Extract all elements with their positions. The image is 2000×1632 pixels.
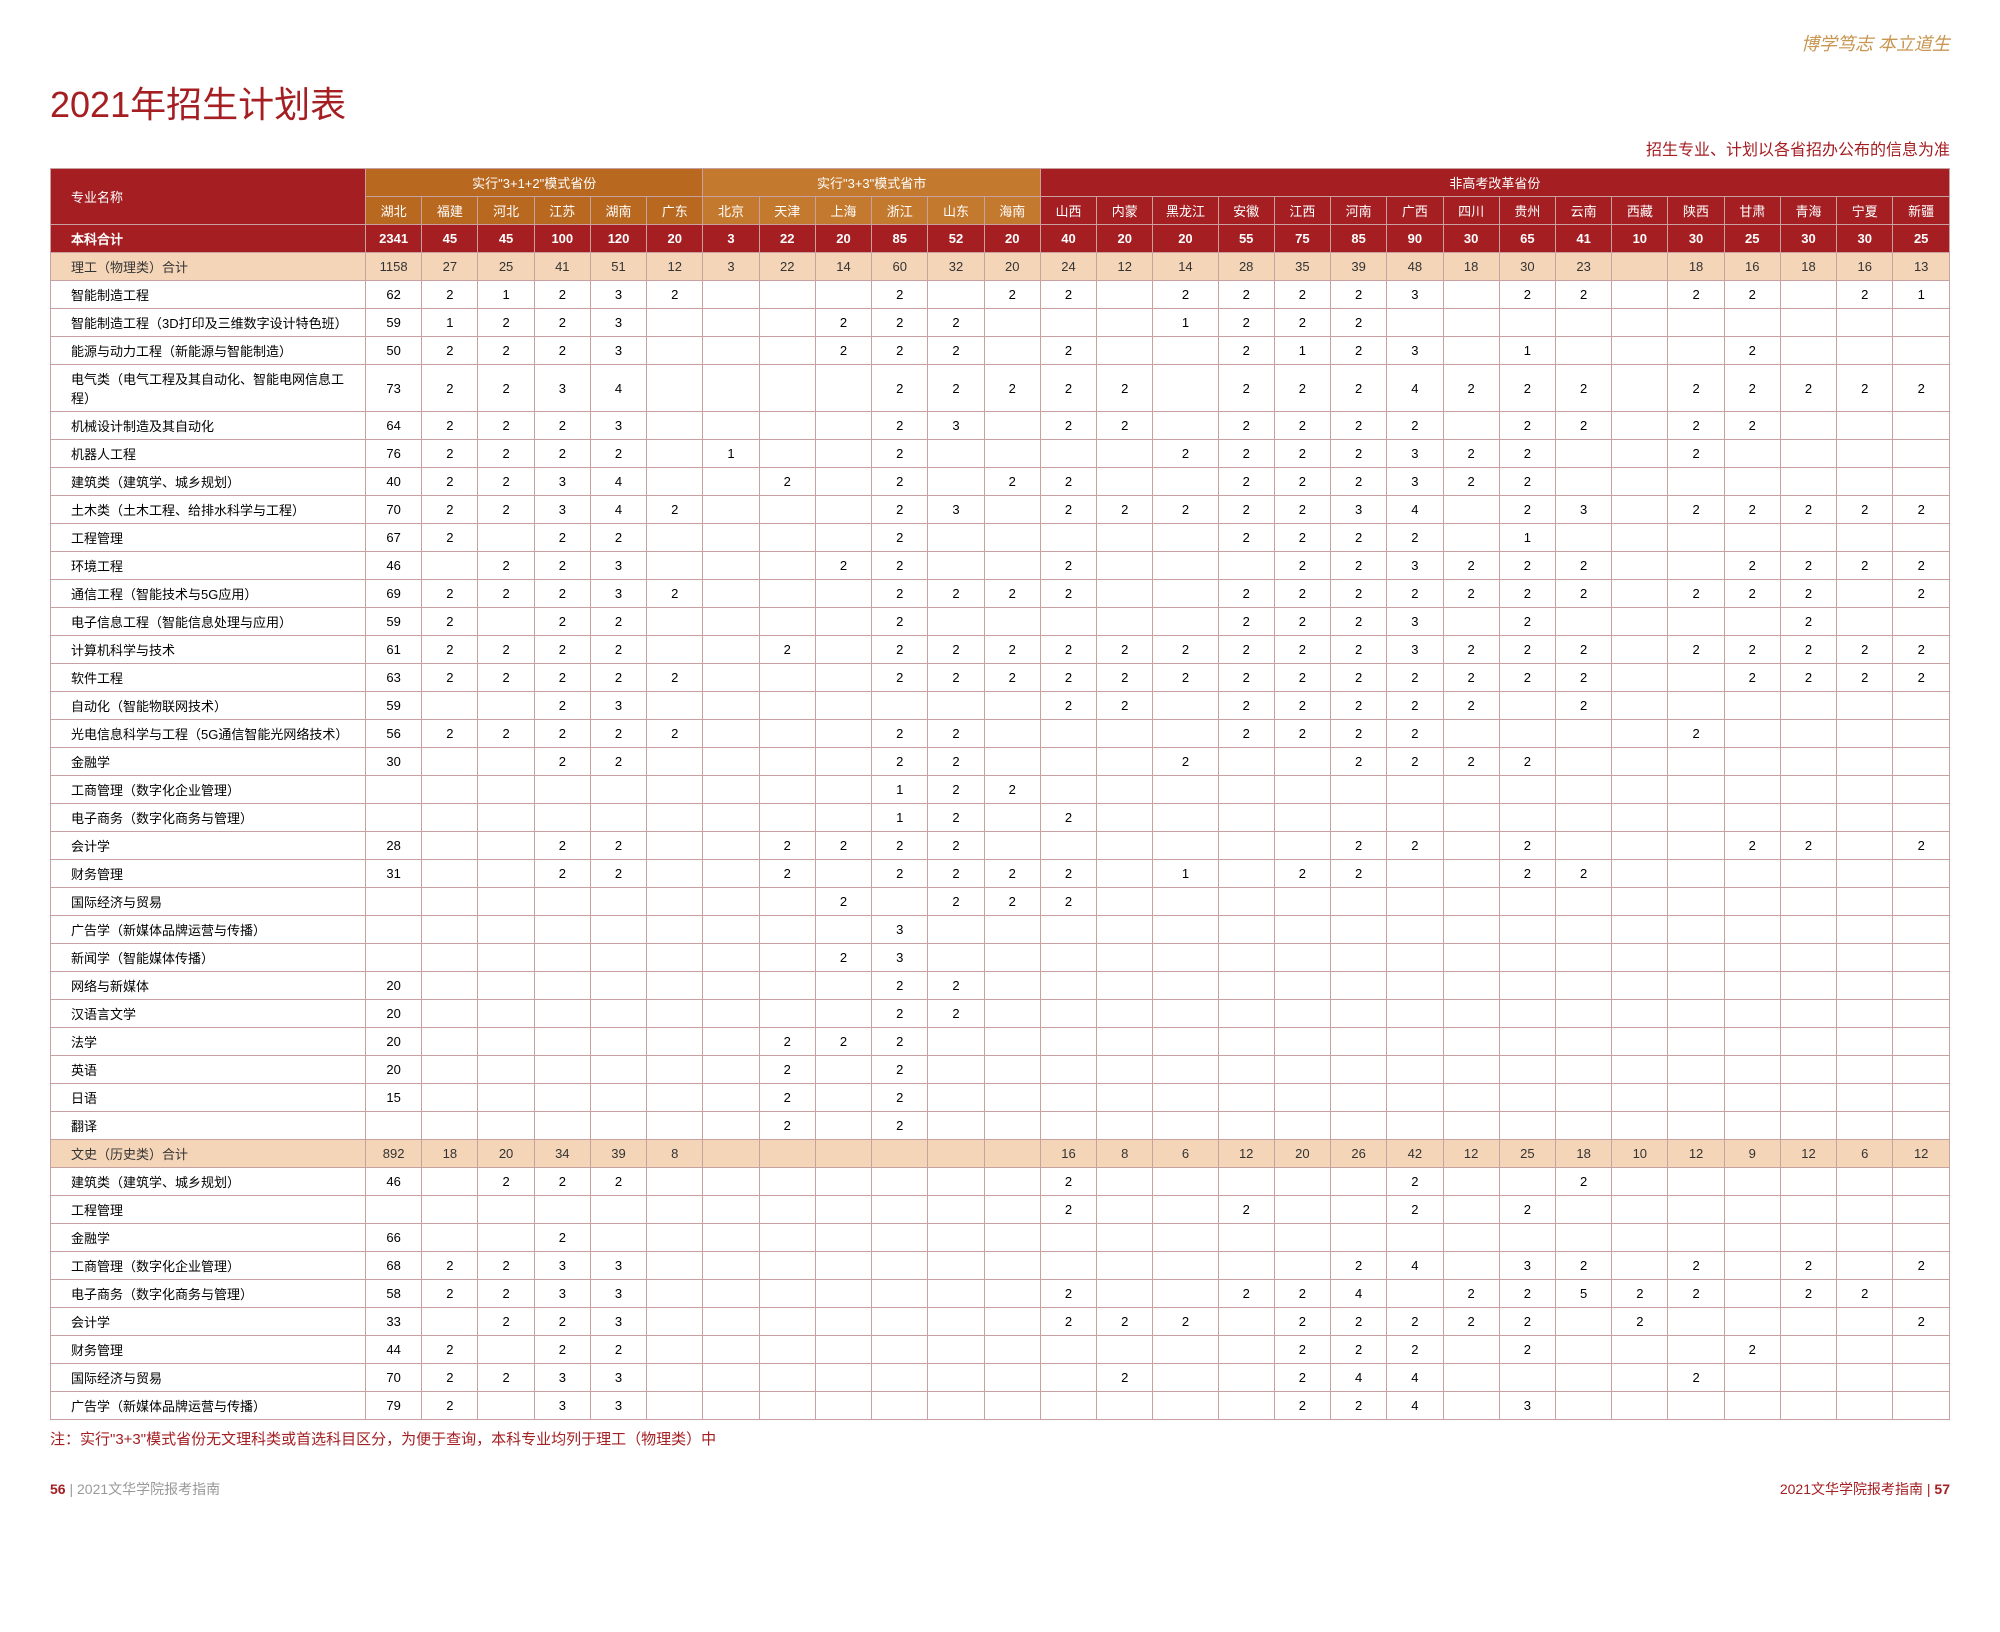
page-left: 56	[50, 1481, 66, 1497]
province-20: 贵州	[1499, 197, 1555, 225]
province-11: 海南	[984, 197, 1040, 225]
province-2: 河北	[478, 197, 534, 225]
lib-row-1: 工程管理2222	[51, 1196, 1950, 1224]
lib-row-8: 广告学（新媒体品牌运营与传播）792332243	[51, 1392, 1950, 1420]
province-7: 天津	[759, 197, 815, 225]
sci-row-2: 能源与动力工程（新能源与智能制造）5022232222212312	[51, 337, 1950, 365]
sci-row-10: 通信工程（智能技术与5G应用）6922232222222222222222	[51, 580, 1950, 608]
row-sci-total: 理工（物理类）合计1158272541511232214603220241214…	[51, 253, 1950, 281]
province-22: 西藏	[1612, 197, 1668, 225]
province-26: 宁夏	[1837, 197, 1893, 225]
province-8: 上海	[815, 197, 871, 225]
province-9: 浙江	[872, 197, 928, 225]
sci-row-24: 网络与新媒体2022	[51, 972, 1950, 1000]
province-15: 安徽	[1218, 197, 1274, 225]
sci-row-27: 英语2022	[51, 1056, 1950, 1084]
row-lib-total: 文史（历史类）合计8921820343981686122026421225181…	[51, 1140, 1950, 1168]
sci-row-0: 智能制造工程622123222222223222221	[51, 281, 1950, 309]
province-16: 江西	[1274, 197, 1330, 225]
lib-row-2: 金融学662	[51, 1224, 1950, 1252]
sci-row-16: 金融学30222222222	[51, 748, 1950, 776]
province-0: 湖北	[365, 197, 421, 225]
sci-row-9: 环境工程462232222232222222	[51, 552, 1950, 580]
sci-row-21: 国际经济与贸易2222	[51, 888, 1950, 916]
sci-row-6: 建筑类（建筑学、城乡规划）4022342222222322	[51, 468, 1950, 496]
province-14: 黑龙江	[1153, 197, 1218, 225]
province-6: 北京	[703, 197, 759, 225]
sci-row-22: 广告学（新媒体品牌运营与传播）3	[51, 916, 1950, 944]
hdr-33: 实行"3+3"模式省市	[703, 169, 1040, 197]
sci-row-4: 机械设计制造及其自动化642223232222222222	[51, 412, 1950, 440]
sci-row-5: 机器人工程7622221222223222	[51, 440, 1950, 468]
lib-row-4: 电子商务（数字化商务与管理）58223322242252222	[51, 1280, 1950, 1308]
footer-right-text: 2021文华学院报考指南	[1780, 1481, 1923, 1497]
sci-row-7: 土木类（土木工程、给排水科学与工程）7022342232222234232222…	[51, 496, 1950, 524]
sci-row-23: 新闻学（智能媒体传播）23	[51, 944, 1950, 972]
footer: 56 | 2021文华学院报考指南 2021文华学院报考指南 | 57	[50, 1479, 1950, 1499]
province-1: 福建	[422, 197, 478, 225]
province-25: 青海	[1780, 197, 1836, 225]
lib-row-6: 财务管理4422222222	[51, 1336, 1950, 1364]
province-10: 山东	[928, 197, 984, 225]
enrollment-table: 专业名称实行"3+1+2"模式省份实行"3+3"模式省市非高考改革省份湖北福建河…	[50, 168, 1950, 1420]
province-27: 新疆	[1893, 197, 1950, 225]
province-24: 甘肃	[1724, 197, 1780, 225]
hdr-non: 非高考改革省份	[1040, 169, 1949, 197]
lib-row-3: 工商管理（数字化企业管理）6822332432222	[51, 1252, 1950, 1280]
sci-row-28: 日语1522	[51, 1084, 1950, 1112]
province-3: 江苏	[534, 197, 590, 225]
province-13: 内蒙	[1097, 197, 1153, 225]
footnote: 注：实行"3+3"模式省份无文理科类或首选科目区分，为便于查询，本科专业均列于理…	[50, 1428, 1950, 1449]
sci-row-8: 工程管理67222222221	[51, 524, 1950, 552]
province-23: 陕西	[1668, 197, 1724, 225]
lib-row-7: 国际经济与贸易70223322442	[51, 1364, 1950, 1392]
page-right: 57	[1934, 1481, 1950, 1497]
sci-row-1: 智能制造工程（3D打印及三维数字设计特色班）5912232221222	[51, 309, 1950, 337]
province-21: 云南	[1555, 197, 1611, 225]
sci-row-17: 工商管理（数字化企业管理）122	[51, 776, 1950, 804]
lib-row-0: 建筑类（建筑学、城乡规划）46222222	[51, 1168, 1950, 1196]
sci-row-14: 自动化（智能物联网技术）592322222222	[51, 692, 1950, 720]
sci-row-18: 电子商务（数字化商务与管理）122	[51, 804, 1950, 832]
province-12: 山西	[1040, 197, 1096, 225]
province-18: 广西	[1387, 197, 1443, 225]
sci-row-11: 电子信息工程（智能信息处理与应用）592222222322	[51, 608, 1950, 636]
row-total: 本科合计234145451001202032220855220402020557…	[51, 225, 1950, 253]
sci-row-15: 光电信息科学与工程（5G通信智能光网络技术）56222222222222	[51, 720, 1950, 748]
sci-row-26: 法学20222	[51, 1028, 1950, 1056]
province-19: 四川	[1443, 197, 1499, 225]
sci-row-12: 计算机科学与技术6122222222222222322222222	[51, 636, 1950, 664]
sci-row-20: 财务管理31222222212222	[51, 860, 1950, 888]
lib-row-5: 会计学332232222222222	[51, 1308, 1950, 1336]
sci-row-19: 会计学28222222222222	[51, 832, 1950, 860]
province-17: 河南	[1331, 197, 1387, 225]
sci-row-29: 翻译22	[51, 1112, 1950, 1140]
sci-row-25: 汉语言文学2022	[51, 1000, 1950, 1028]
province-5: 广东	[647, 197, 703, 225]
hdr-major: 专业名称	[51, 169, 366, 225]
hdr-312: 实行"3+1+2"模式省份	[365, 169, 702, 197]
sci-row-13: 软件工程632222222222222222222222	[51, 664, 1950, 692]
footer-left-text: 2021文华学院报考指南	[77, 1481, 220, 1497]
sci-row-3: 电气类（电气工程及其自动化、智能电网信息工程）73223422222222422…	[51, 365, 1950, 412]
page-title: 2021年招生计划表	[50, 76, 1950, 128]
motto: 博学笃志 本立道生	[50, 30, 1950, 56]
province-4: 湖南	[590, 197, 646, 225]
subtitle: 招生专业、计划以各省招办公布的信息为准	[50, 136, 1950, 160]
